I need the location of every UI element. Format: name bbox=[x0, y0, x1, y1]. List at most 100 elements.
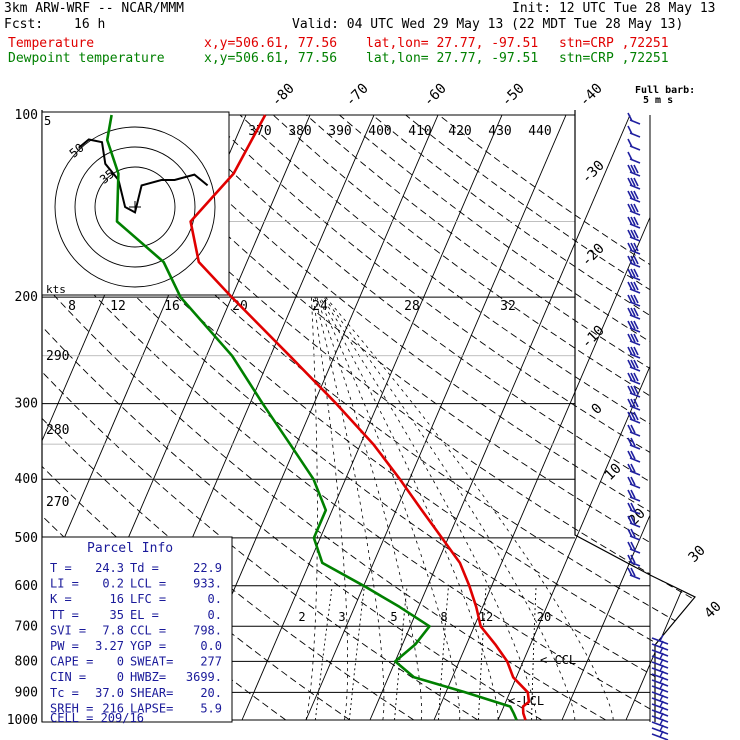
wind-barb-flag bbox=[627, 437, 633, 447]
wind-barb-flag bbox=[627, 515, 633, 525]
wind-barb-flag bbox=[630, 320, 636, 330]
valid-time: Valid: 04 UTC Wed 29 May 13 (22 MDT Tue … bbox=[292, 17, 684, 32]
pressure-tick-label: 1000 bbox=[7, 713, 38, 728]
isotherm-label: -70 bbox=[343, 81, 372, 110]
wind-barb-flag bbox=[627, 190, 633, 200]
temperature-latlon: lat,lon= 27.77, -97.51 bbox=[366, 36, 539, 51]
wind-barb-flag bbox=[633, 307, 639, 317]
isotherm-line bbox=[369, 114, 631, 721]
wind-barb-flag bbox=[659, 730, 664, 738]
dewpoint-legend: Dewpoint temperature bbox=[8, 51, 165, 66]
pressure-tick-label: 300 bbox=[15, 397, 38, 412]
wind-barb-flag bbox=[630, 307, 636, 317]
mixing-ratio-label: 5 bbox=[390, 610, 397, 624]
wind-barb-flag bbox=[630, 437, 636, 447]
parcel-value: 0.0 bbox=[200, 639, 222, 653]
wind-barb-flag bbox=[659, 700, 664, 708]
wind-barb-flag bbox=[659, 634, 664, 642]
parcel-value: 7.8 bbox=[102, 623, 124, 637]
lcl-marker: <-LCL bbox=[508, 694, 544, 708]
wind-barb-flag bbox=[633, 268, 639, 278]
temperature-xy: x,y=506.61, 77.56 bbox=[204, 36, 338, 51]
wind-barb-flag bbox=[627, 268, 633, 278]
wind-barb-flag bbox=[627, 151, 633, 161]
hodograph-ring-label: 5 bbox=[44, 114, 51, 128]
wind-barb-flag bbox=[630, 450, 636, 460]
barb-legend-title: Full barb: bbox=[635, 85, 695, 96]
dry-adiabat bbox=[42, 114, 479, 721]
isotherm-label: -20 bbox=[579, 241, 608, 270]
wind-barb-flag bbox=[627, 164, 633, 174]
pressure-tick-label: 100 bbox=[15, 108, 38, 123]
mixing-ratio-line bbox=[438, 585, 449, 721]
wind-barb-flag bbox=[630, 372, 636, 382]
wind-barb-flag bbox=[630, 489, 636, 499]
theta-label: 270 bbox=[46, 495, 69, 510]
wind-barb-flag bbox=[630, 528, 636, 538]
wind-barb-flag bbox=[633, 398, 639, 408]
wind-barb-flag bbox=[633, 242, 639, 252]
mixing-ratio-label: 3 bbox=[338, 610, 345, 624]
wind-barb-flag bbox=[630, 554, 636, 564]
isotherm-label: 10 bbox=[602, 461, 625, 484]
theta-label: 430 bbox=[488, 124, 511, 139]
temperature-station: stn=CRP ,72251 bbox=[559, 36, 669, 51]
wind-barb-flag bbox=[630, 294, 636, 304]
wind-barb-flag bbox=[659, 712, 664, 720]
wind-barb-flag bbox=[627, 333, 633, 343]
moist-adiabat bbox=[305, 297, 318, 721]
parcel-key: PW = bbox=[50, 639, 79, 653]
wind-barb-flag bbox=[630, 424, 636, 434]
wind-barb-flag bbox=[630, 567, 636, 577]
hodograph-units: kts bbox=[46, 283, 66, 296]
wind-barb-flag bbox=[659, 724, 664, 732]
wind-barb-flag bbox=[627, 125, 633, 135]
wind-barb-flag bbox=[630, 359, 636, 369]
parcel-key: EL = bbox=[130, 608, 159, 622]
dewpoint-latlon: lat,lon= 27.77, -97.51 bbox=[366, 51, 539, 66]
pressure-tick-label: 600 bbox=[15, 579, 38, 594]
wind-barb-flag bbox=[630, 476, 636, 486]
parcel-key: SWEAT= bbox=[130, 655, 173, 669]
wind-barb-flag bbox=[627, 463, 633, 473]
ccl-marker: < CCL bbox=[540, 653, 576, 667]
wind-barb-flag bbox=[627, 502, 633, 512]
mixing-ratio-line bbox=[477, 585, 487, 721]
isotherm-label: -40 bbox=[577, 81, 606, 110]
wind-barb-flag bbox=[627, 138, 633, 148]
wind-barb-flag bbox=[633, 372, 639, 382]
dry-adiabat bbox=[405, 114, 695, 721]
pressure-tick-label: 800 bbox=[15, 654, 38, 669]
wind-barb-flag bbox=[659, 682, 664, 690]
wind-barb-flag bbox=[627, 476, 633, 486]
mixing-ratio-line bbox=[348, 585, 365, 721]
theta-label: 410 bbox=[408, 124, 431, 139]
parcel-key: LAPSE= bbox=[130, 701, 173, 715]
wind-barb-flag bbox=[627, 528, 633, 538]
wind-barb-flag bbox=[627, 229, 633, 239]
wind-barb-flag bbox=[630, 411, 636, 421]
isotherm-line bbox=[433, 114, 695, 721]
parcel-key: CAPE = bbox=[50, 655, 93, 669]
wind-barb-flag bbox=[627, 255, 633, 265]
parcel-value: 0.2 bbox=[102, 577, 124, 591]
wind-barb-flag bbox=[659, 706, 664, 714]
theta-label: 400 bbox=[368, 124, 391, 139]
wind-barb-flag bbox=[659, 658, 664, 666]
dewpoint-profile bbox=[105, 114, 518, 721]
parcel-value: 0. bbox=[208, 608, 222, 622]
wind-barb-flag bbox=[627, 567, 633, 577]
dewpoint-station: stn=CRP ,72251 bbox=[559, 51, 669, 66]
theta-label: 380 bbox=[288, 124, 311, 139]
parcel-cell: CELL = 209/16 bbox=[50, 711, 144, 725]
wind-barb-flag bbox=[633, 411, 639, 421]
parcel-value: 0. bbox=[208, 592, 222, 606]
mixing-ratio-label: 8 bbox=[440, 610, 447, 624]
mixing-ratio-line bbox=[314, 585, 333, 721]
parcel-key: LCL = bbox=[130, 577, 166, 591]
theta-label: 390 bbox=[328, 124, 351, 139]
parcel-info-box bbox=[41, 536, 233, 723]
wind-barb-flag bbox=[633, 294, 639, 304]
parcel-value: 277 bbox=[200, 655, 222, 669]
wind-barb-flag bbox=[630, 346, 636, 356]
